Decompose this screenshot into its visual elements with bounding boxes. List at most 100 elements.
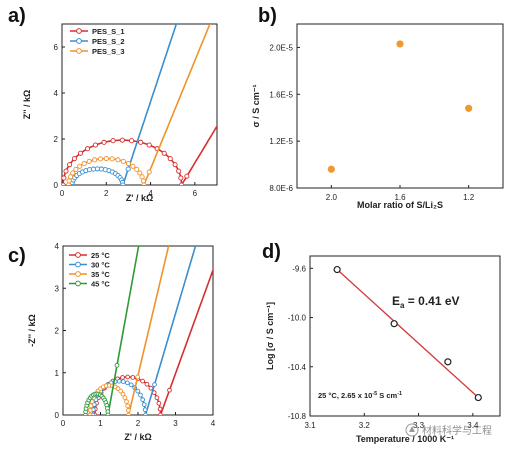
panel-a-data-point [62, 182, 66, 185]
panel-a-data-point [139, 174, 145, 180]
panel-a-data-point [66, 178, 72, 184]
panel-c-ytick-label: 0 [55, 411, 60, 420]
panel-a-ytick-label: 6 [54, 43, 59, 52]
panel-a-data-point [146, 142, 152, 148]
panel-c-legend-marker [75, 271, 81, 277]
panel-a-data-point [77, 163, 83, 169]
panel-c-ytick-label: 1 [55, 369, 60, 378]
panel-a-xlabel: Z' / kΩ [126, 193, 153, 203]
panel-a-data-point [167, 156, 173, 162]
panel-c-data-point [138, 392, 143, 398]
panel-d-ytick-label: -10.8 [288, 412, 307, 421]
panel-c-data-point [167, 387, 172, 393]
panel-c-data-point [141, 402, 147, 407]
panel-d-fit-line [336, 269, 479, 399]
panel-d-letter: d) [262, 241, 281, 263]
panel-a-xtick-label: 4 [148, 189, 153, 198]
panel-b-xtick-label: 1.2 [463, 193, 475, 202]
panel-d-data-point [474, 393, 482, 402]
panel-a-legend-marker [76, 38, 82, 44]
panel-a-xtick-label: 0 [60, 189, 65, 198]
panel-a-ytick-label: 0 [54, 181, 59, 190]
panel-c-data-point [140, 378, 145, 384]
panel-a-legend-label: PES_S_1 [92, 27, 125, 36]
panel-c-letter: c) [8, 245, 26, 267]
panel-c-data-point [125, 380, 130, 386]
panel-d-axes-frame [309, 255, 501, 417]
panel-a-data-point [134, 166, 140, 173]
panel-c-data-point [114, 362, 120, 368]
panel-d-xtick-label: 3.4 [467, 421, 479, 430]
panel-a-data-point [92, 142, 98, 148]
panel-a-data-point [129, 138, 135, 144]
panel-d-ytick-label: -10.0 [288, 314, 307, 323]
panel-c-xtick-label: 3 [173, 419, 178, 428]
panel-a-series-line [67, 24, 211, 185]
panel-a-legend-marker [76, 48, 82, 54]
panel-c-series-1 [90, 246, 197, 415]
panel-c-data-point [121, 379, 126, 384]
panel-b-xtick-label: 2.0 [326, 193, 338, 202]
panel-d-note: 25 °C, 2.65 x 10-5 S cm-1 [318, 391, 402, 400]
panel-a-data-point [109, 156, 115, 162]
panel-a-data-point [141, 182, 147, 185]
panel-a-data-point [62, 175, 67, 181]
panel-c-xtick-label: 4 [211, 419, 216, 428]
panel-c-data-point [122, 395, 128, 400]
panel-a-data-point [125, 166, 131, 172]
panel-a-data-point [120, 158, 126, 164]
panel-a-data-point [179, 182, 185, 185]
panel-c-xtick-label: 2 [136, 419, 141, 428]
panel-a-letter: a) [8, 5, 26, 27]
panel-c-legend-label: 45 °C [91, 280, 110, 289]
panel-b-xtick-label: 1.6 [394, 193, 406, 202]
watermark-logo-icon [405, 423, 419, 437]
panel-a-legend-label: PES_S_2 [92, 37, 125, 46]
panel-a-data-point [125, 161, 131, 167]
panel-d-xlabel: Temperature / 1000 K⁻¹ [356, 434, 454, 444]
panel-c-ylabel: -Z'' / kΩ [27, 314, 37, 347]
panel-a-ylabel: Z'' / kΩ [22, 90, 32, 120]
panel-a-data-point [86, 158, 92, 164]
panel-c-data-point [105, 412, 111, 415]
panel-c-data-point [156, 400, 162, 406]
panel-c-data-point [124, 399, 129, 404]
panel-a-data-point [92, 157, 98, 163]
panel-c-series-line [84, 246, 140, 415]
panel-d-data-point [444, 358, 452, 366]
panel-a-data-point [178, 175, 184, 181]
panel-c-xtick-label: 0 [61, 419, 66, 428]
panel-a-data-point [97, 156, 103, 162]
panel-c-legend-label: 35 °C [91, 270, 110, 279]
panel-a-xtick-label: 6 [193, 189, 198, 198]
panel-b-axes-frame [296, 23, 504, 189]
panel-c-data-point [130, 375, 136, 380]
panel-a-data-point [103, 155, 109, 162]
panel-c-data-point [120, 375, 125, 380]
panel-c-data-point [158, 412, 163, 415]
panel-c-data-point [128, 382, 134, 388]
panel-a-data-point [77, 150, 84, 156]
panel-d-ylabel: Log [σ / S cm⁻¹] [265, 302, 275, 370]
panel-a-data-point [70, 170, 76, 176]
panel-c-ytick-label: 2 [55, 327, 60, 336]
panel-b-ytick-label: 1.2E-5 [269, 137, 293, 146]
panel-c-ytick-label: 4 [55, 242, 60, 251]
panel-d-xtick-label: 3.1 [304, 421, 316, 430]
panel-c-xtick-label: 1 [98, 419, 103, 428]
panel-c-data-point [154, 395, 160, 401]
panel-a-data-point [63, 168, 69, 174]
panel-c-data-point [87, 412, 93, 415]
panel-a-data-point [73, 166, 79, 173]
panel-a-legend-label: PES_S_3 [92, 47, 125, 56]
panel-c-data-point [142, 407, 148, 413]
panel-d-ea-annotation: Ea = 0.41 eV [392, 294, 460, 310]
panel-a-data-point [138, 139, 144, 145]
panel-c-ytick-label: 3 [55, 284, 60, 293]
panel-a-axes-frame [61, 23, 218, 186]
panel-c-data-point [126, 412, 131, 415]
panel-c-data-point [120, 391, 126, 397]
panel-a-data-point [115, 157, 121, 163]
panel-a-series-1 [69, 24, 178, 185]
